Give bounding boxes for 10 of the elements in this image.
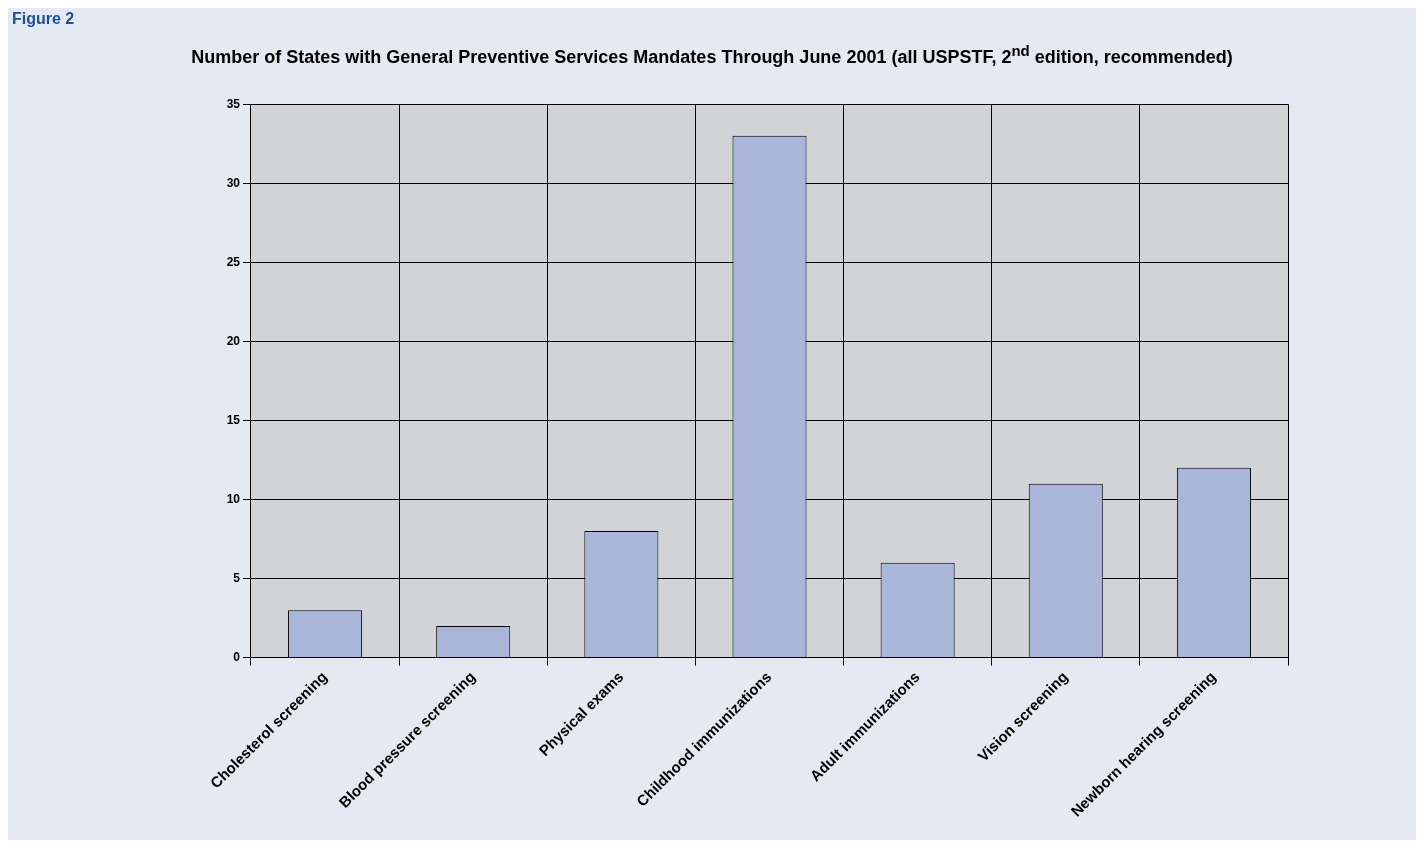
y-tick-label: 30 [226,175,241,190]
y-tick-label: 0 [233,649,241,664]
y-tick-label: 35 [226,96,241,111]
chart-title: Number of States with General Preventive Services Mandates Through June 2001 (all USPSTF, 2$^{nd}$ edition, recommended) [190,42,1234,68]
y-tick-label: 25 [226,254,241,269]
y-tick-label: 15 [226,412,241,427]
caption: Figure 2 [12,10,75,28]
y-tick-label: 10 [226,491,241,506]
y-tick-label: 20 [226,333,241,348]
y-tick-label: 5 [233,570,241,585]
